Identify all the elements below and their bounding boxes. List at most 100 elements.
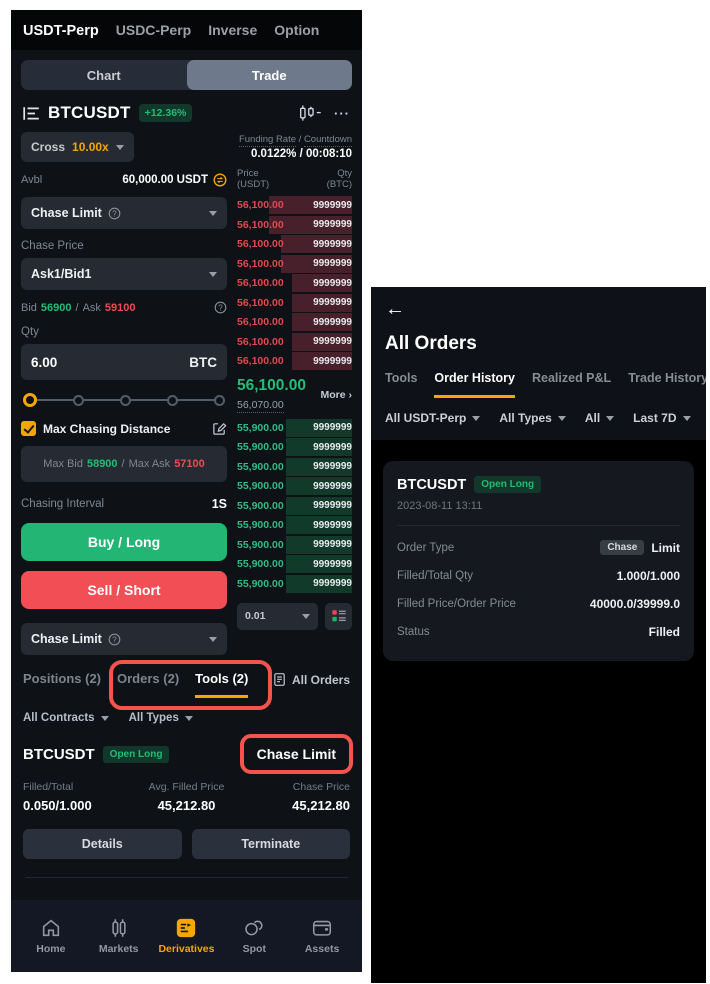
ask-row[interactable]: 56,100.00 9999999	[237, 313, 352, 331]
bid-row[interactable]: 55,900.00 9999999	[237, 496, 352, 515]
bid-row[interactable]: 55,900.00 9999999	[237, 418, 352, 437]
filter-dropdown[interactable]: All Types	[499, 411, 566, 425]
transfer-icon[interactable]	[213, 173, 227, 187]
bid-row[interactable]: 55,900.00 9999999	[237, 438, 352, 456]
order-history-card[interactable]: BTCUSDT Open Long 2023-08-11 13:11 Order…	[383, 461, 694, 661]
bid-qty: 9999999	[313, 539, 352, 550]
depth-bar	[286, 438, 352, 456]
bid-qty: 9999999	[313, 519, 352, 531]
filter-label: All USDT-Perp	[385, 411, 467, 425]
filter-dropdown[interactable]: All USDT-Perp	[385, 411, 481, 425]
ask-row[interactable]: 56,100.00 9999999	[237, 293, 352, 312]
filter-dropdown[interactable]: All Types	[129, 712, 193, 724]
all-orders-link[interactable]: All Orders	[272, 671, 350, 687]
bids-list: 55,900.00 9999999 55,900.00 9999999 55,9…	[237, 418, 352, 593]
qty-label: Qty	[21, 326, 39, 338]
nav-derivatives[interactable]: Derivatives	[156, 917, 216, 955]
filter-dropdown[interactable]: All Contracts	[23, 712, 109, 724]
more-link[interactable]: More ›	[320, 388, 353, 401]
depth-bar	[286, 516, 352, 534]
bottom-tab[interactable]: Orders (2)	[117, 671, 180, 686]
bid-qty: 9999999	[313, 578, 352, 589]
market-tab[interactable]: Option	[274, 22, 320, 38]
nav-assets[interactable]: Assets	[292, 917, 352, 955]
all-orders-header: ← All Orders Tools Order History Realize…	[371, 287, 706, 398]
bottom-tab[interactable]: Tools (2)	[195, 671, 249, 698]
qty-slider[interactable]	[23, 393, 225, 407]
depth-bar	[280, 254, 352, 273]
back-arrow-icon[interactable]: ←	[385, 298, 405, 320]
sell-short-button[interactable]: Sell / Short	[21, 571, 227, 609]
qty-input[interactable]	[31, 354, 131, 370]
details-button[interactable]: Details	[23, 829, 182, 859]
max-chasing-label: Max Chasing Distance	[43, 421, 171, 436]
order-detail-label: Order Type	[397, 541, 455, 554]
bid-row[interactable]: 55,900.00 9999999	[237, 574, 352, 593]
ask-qty: 9999999	[313, 316, 352, 328]
depth-bar	[286, 496, 352, 515]
help-icon[interactable]: ?	[108, 633, 121, 646]
bid-row[interactable]: 55,900.00 9999999	[237, 516, 352, 534]
ask-row[interactable]: 56,100.00 9999999	[237, 215, 352, 234]
bottom-tab[interactable]: Positions (2)	[23, 671, 102, 686]
ask-row[interactable]: 56,100.00 9999999	[237, 274, 352, 292]
available-balance-row: Avbl 60,000.00 USDT	[21, 173, 227, 187]
bid-row[interactable]: 55,900.00 9999999	[237, 535, 352, 554]
ask-price: 56,100.00	[237, 238, 284, 250]
ask-qty: 9999999	[313, 277, 352, 289]
terminate-button[interactable]: Terminate	[191, 829, 350, 859]
position-symbol: BTCUSDT	[23, 745, 95, 763]
order-type-badge-annotated: Chase Limit	[239, 734, 353, 774]
ask-row[interactable]: 56,100.00 9999999	[237, 332, 352, 351]
chase-price-select[interactable]: Ask1/Bid1	[21, 258, 227, 290]
view-toggle-option[interactable]: Chart	[86, 67, 121, 83]
bid-row[interactable]: 55,900.00 9999999	[237, 457, 352, 476]
slider-handle[interactable]	[23, 393, 37, 407]
candle-chart-icon[interactable]	[298, 104, 322, 122]
ask-row[interactable]: 56,100.00 9999999	[237, 196, 352, 214]
market-tab[interactable]: USDT-Perp	[23, 23, 99, 39]
history-tab[interactable]: Order History	[434, 371, 515, 398]
depth-bar	[292, 332, 352, 351]
bid-row[interactable]: 55,900.00 9999999	[237, 477, 352, 495]
help-icon[interactable]: ?	[108, 207, 121, 220]
orderlist-icon[interactable]	[23, 106, 40, 121]
ask-row[interactable]: 56,100.00 9999999	[237, 254, 352, 273]
nav-label: Spot	[242, 943, 266, 955]
ask-row[interactable]: 56,100.00 9999999	[237, 235, 352, 253]
nav-home[interactable]: Home	[21, 917, 81, 955]
nav-spot[interactable]: Spot	[224, 917, 284, 955]
more-options-icon[interactable]: ···	[334, 105, 350, 121]
history-tab[interactable]: Tools	[385, 371, 418, 385]
history-tab[interactable]: Realized P&L	[532, 371, 612, 385]
nav-label: Assets	[304, 943, 340, 955]
chasing-interval-row: Chasing Interval 1S	[21, 497, 227, 511]
buy-long-button[interactable]: Buy / Long	[21, 523, 227, 561]
help-icon[interactable]: ?	[214, 301, 227, 314]
nav-markets[interactable]: Markets	[89, 917, 149, 955]
bid-qty: 9999999	[313, 500, 352, 511]
max-chasing-checkbox[interactable]	[21, 421, 36, 436]
max-bid-ask-box: Max Bid 58900 / Max Ask 57100	[21, 446, 227, 482]
edit-icon[interactable]	[212, 421, 227, 436]
filter-dropdown[interactable]: Last 7D	[633, 411, 691, 425]
chase-badge: Chase	[600, 540, 645, 555]
market-tab[interactable]: USDC-Perp	[115, 22, 192, 38]
leverage-value: 10.00x	[72, 140, 109, 154]
last-price[interactable]: 56,100.00	[237, 376, 306, 394]
max-bid-value: 58900	[86, 458, 118, 470]
market-tab[interactable]: Inverse	[208, 22, 258, 38]
divider	[25, 877, 348, 878]
order-type-select-bottom[interactable]: Chase Limit ?	[21, 623, 227, 655]
ask-row[interactable]: 56,100.00 9999999	[237, 352, 352, 370]
view-toggle-option[interactable]: Trade	[186, 60, 352, 90]
history-tab[interactable]: Trade History	[628, 371, 706, 385]
tick-size-select[interactable]: 0.01	[237, 602, 318, 630]
chasing-interval-value: 1S	[211, 497, 227, 511]
filter-dropdown[interactable]: All	[585, 411, 615, 425]
pair-symbol[interactable]: BTCUSDT	[48, 103, 131, 122]
order-type-select[interactable]: Chase Limit ?	[21, 197, 227, 229]
bid-row[interactable]: 55,900.00 9999999	[237, 555, 352, 573]
book-display-mode-button[interactable]	[325, 602, 352, 630]
leverage-button[interactable]: Cross 10.00x	[21, 132, 134, 162]
